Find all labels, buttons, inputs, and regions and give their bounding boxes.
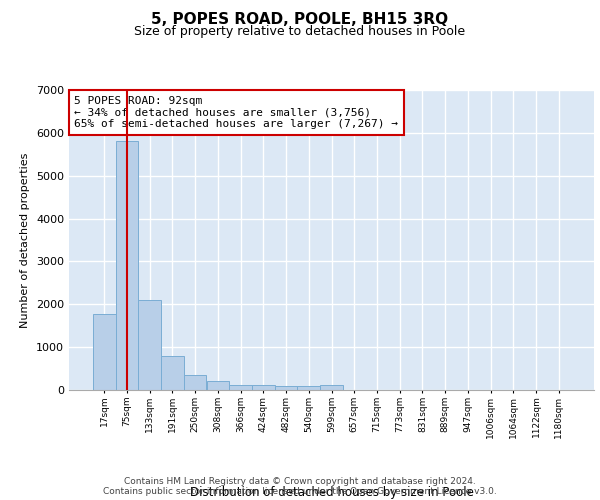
Bar bbox=[116, 142, 139, 390]
Y-axis label: Number of detached properties: Number of detached properties bbox=[20, 152, 31, 328]
Text: Size of property relative to detached houses in Poole: Size of property relative to detached ho… bbox=[134, 25, 466, 38]
Bar bbox=[206, 382, 229, 390]
Bar bbox=[298, 386, 320, 390]
Text: Contains public sector information licensed under the Open Government Licence v3: Contains public sector information licen… bbox=[103, 488, 497, 496]
Text: 5, POPES ROAD, POOLE, BH15 3RQ: 5, POPES ROAD, POOLE, BH15 3RQ bbox=[151, 12, 449, 28]
Bar bbox=[275, 386, 298, 390]
Bar bbox=[139, 300, 161, 390]
Text: Contains HM Land Registry data © Crown copyright and database right 2024.: Contains HM Land Registry data © Crown c… bbox=[124, 478, 476, 486]
Bar bbox=[320, 385, 343, 390]
Bar bbox=[252, 385, 275, 390]
Bar bbox=[161, 356, 184, 390]
X-axis label: Distribution of detached houses by size in Poole: Distribution of detached houses by size … bbox=[190, 486, 473, 500]
Text: 5 POPES ROAD: 92sqm
← 34% of detached houses are smaller (3,756)
65% of semi-det: 5 POPES ROAD: 92sqm ← 34% of detached ho… bbox=[74, 96, 398, 129]
Bar bbox=[229, 385, 252, 390]
Bar bbox=[184, 376, 206, 390]
Bar bbox=[93, 314, 116, 390]
